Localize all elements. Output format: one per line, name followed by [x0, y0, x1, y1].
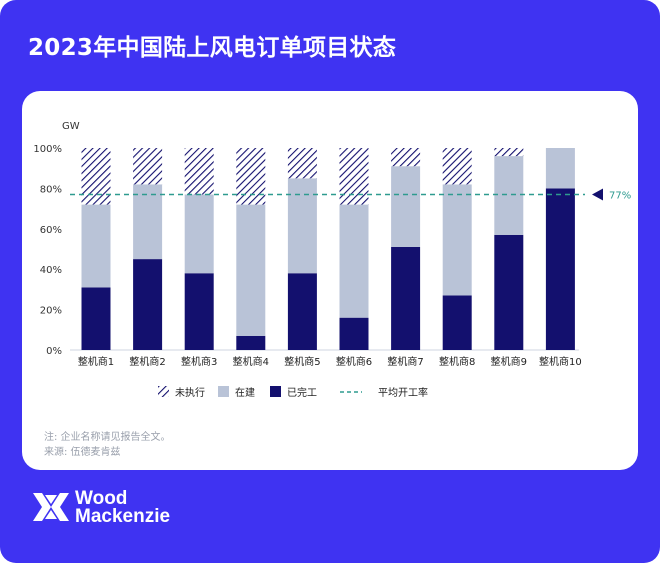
x-tick-label: 整机商6 — [336, 355, 372, 368]
x-tick-label: 整机商5 — [284, 355, 320, 368]
y-axis-unit-label: GW — [62, 121, 80, 132]
x-tick-label: 整机商4 — [233, 355, 269, 368]
bar-segment — [442, 295, 472, 350]
x-tick-label: 整机商7 — [387, 355, 423, 368]
bar-segment — [442, 184, 472, 296]
y-tick-label: 100% — [33, 144, 62, 155]
y-tick-label: 60% — [40, 225, 62, 236]
legend-label: 在建 — [235, 386, 255, 399]
legend-swatch-unexecuted — [158, 386, 169, 397]
bar-segment — [287, 273, 317, 350]
bar-segment — [236, 148, 266, 205]
y-tick-label: 80% — [40, 184, 62, 195]
average-marker-icon — [592, 188, 603, 201]
bar-segment — [133, 259, 163, 350]
footnote: 注: 企业名称请见报告全文。 — [44, 432, 171, 443]
legend-swatch-completed — [270, 386, 281, 397]
chart-card: GW 0% 20% 40% 60% 80% 100% 77% 整机商1 整机商2 整机商3 整机商… — [22, 91, 638, 470]
legend-label: 已完工 — [287, 386, 317, 399]
y-tick-label: 40% — [40, 265, 62, 276]
legend-label: 平均开工率 — [378, 386, 428, 399]
legend-label: 未执行 — [175, 386, 205, 399]
wood-mackenzie-logo: Wood Mackenzie — [33, 488, 171, 527]
source-note: 来源: 伍德麦肯兹 — [44, 447, 121, 458]
bar-segment — [184, 273, 214, 350]
average-rate-label: 77% — [609, 190, 631, 201]
x-tick-label: 整机商8 — [439, 355, 475, 368]
chart-title: 2023年中国陆上风电订单项目状态 — [28, 35, 397, 61]
x-tick-label: 整机商10 — [539, 355, 582, 368]
bar-segment — [545, 148, 575, 189]
bar-segment — [133, 184, 163, 260]
x-tick-label: 整机商3 — [181, 355, 217, 368]
bar-segment — [494, 148, 524, 157]
x-tick-label: 整机商2 — [129, 355, 165, 368]
bar-segment — [494, 156, 524, 235]
bar-segment — [494, 234, 524, 350]
bar-segment — [81, 204, 111, 288]
bar-segment — [442, 148, 472, 185]
bar-segment — [236, 204, 266, 336]
y-tick-label: 20% — [40, 306, 62, 317]
bar-segment — [545, 188, 575, 350]
bar-segment — [81, 287, 111, 350]
bar-segment — [391, 148, 421, 167]
bar-segment — [339, 148, 369, 205]
bar-segment — [133, 148, 163, 185]
bar-segment — [184, 148, 214, 195]
x-tick-label: 整机商9 — [491, 355, 527, 368]
bar-segment — [81, 148, 111, 205]
bar-segment — [287, 148, 317, 179]
stacked-bar-chart: GW 0% 20% 40% 60% 80% 100% 77% 整机商1 整机商2 整机商3 整机商… — [33, 121, 631, 399]
bar-segment — [287, 178, 317, 274]
wm-logo-icon — [33, 493, 69, 521]
logo-line-mackenzie: Mackenzie — [75, 506, 171, 527]
bar-segment — [391, 246, 421, 350]
bar-segment — [339, 204, 369, 318]
bar-segment — [184, 194, 214, 274]
logo-wordmark: Wood Mackenzie — [75, 488, 171, 527]
legend-swatch-under-construction — [218, 386, 229, 397]
y-tick-label: 0% — [46, 346, 62, 357]
logo-line-wood: Wood — [75, 488, 128, 509]
x-tick-label: 整机商1 — [78, 355, 114, 368]
bar-segment — [236, 335, 266, 350]
bar-segment — [391, 166, 421, 247]
bar-segment — [339, 317, 369, 350]
